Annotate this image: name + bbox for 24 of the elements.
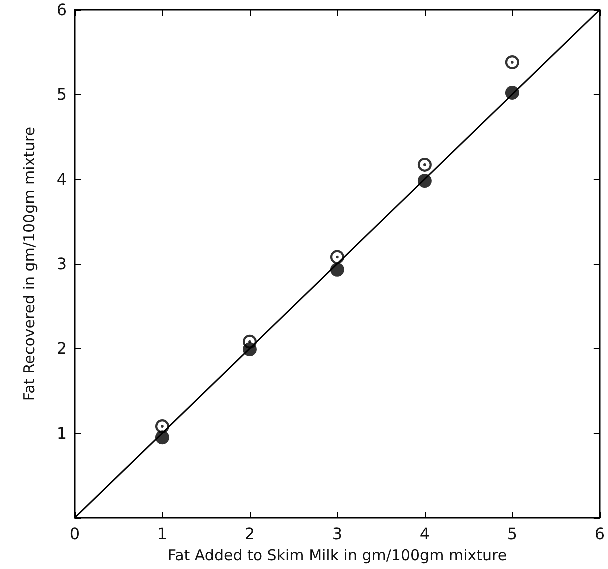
x-tick-label: 2: [244, 524, 256, 544]
y-tick-label: 2: [56, 339, 67, 358]
point: [330, 262, 344, 277]
point: [418, 158, 432, 172]
x-tick-label: 6: [594, 524, 606, 544]
y-tick-label: 4: [56, 170, 67, 189]
y-tick-label: 3: [56, 254, 67, 274]
point: [418, 174, 432, 188]
point: [505, 86, 520, 100]
x-tick-label: 1: [157, 524, 168, 544]
x-tick-label: 3: [332, 524, 343, 544]
y-tick-label: 5: [56, 85, 67, 104]
x-tick-label: 5: [507, 524, 518, 544]
x-tick-label: 4: [420, 524, 430, 544]
y-tick-label: 6: [56, 0, 67, 20]
x-axis-title: Fat Added to Skim Milk in gm/100gm mixture: [168, 546, 508, 564]
point: [156, 420, 170, 434]
point: [505, 55, 520, 70]
x-tick-label: 0: [70, 524, 80, 544]
point: [330, 250, 344, 264]
y-axis-title: Fat Recovered in gm/100gm mixture: [20, 126, 38, 402]
point: [242, 334, 257, 349]
y-tick-label: 1: [56, 424, 67, 443]
point: [156, 430, 170, 445]
